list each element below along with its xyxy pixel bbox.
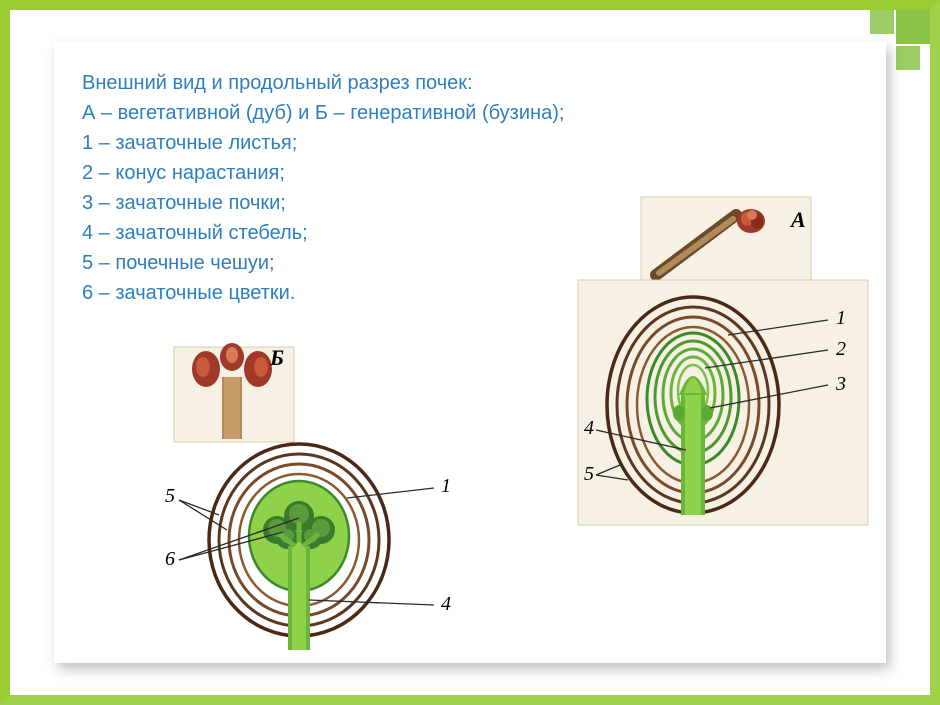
budB-label-6: 6 — [165, 548, 175, 570]
budA-label-1: 1 — [836, 307, 846, 329]
bud-b-cross-section: 1 4 5 6 — [149, 440, 469, 655]
bud-b-svg: 1 4 5 6 — [149, 440, 469, 655]
content-inner: Внешний вид и продольный разрез почек: А… — [54, 42, 886, 663]
content-frame: Внешний вид и продольный разрез почек: А… — [54, 42, 886, 663]
caption-subtitle: А – вегетативной (дуб) и Б – генеративно… — [82, 98, 864, 128]
twig-b-illustration: Б — [174, 347, 294, 442]
budA-label-5: 5 — [584, 463, 594, 485]
twig-a-svg: А — [641, 197, 811, 287]
legend-line-1: 1 – зачаточные листья; — [82, 128, 864, 158]
legend-line-2: 2 – конус нарастания; — [82, 158, 864, 188]
label-A: А — [789, 207, 806, 232]
budB-label-1: 1 — [441, 475, 451, 497]
budA-label-4: 4 — [584, 417, 594, 439]
label-B: Б — [269, 345, 284, 370]
budB-label-4: 4 — [441, 593, 451, 615]
slide-root: Внешний вид и продольный разрез почек: А… — [0, 0, 940, 705]
twig-b-svg: Б — [174, 347, 294, 442]
bud-a-svg: 1 2 3 4 5 — [578, 280, 868, 525]
twig-a-illustration: А — [641, 197, 811, 287]
budB-label-5: 5 — [165, 485, 175, 507]
budA-label-3: 3 — [835, 373, 846, 395]
budA-label-2: 2 — [836, 338, 846, 360]
caption-title: Внешний вид и продольный разрез почек: — [82, 68, 864, 98]
bud-a-cross-section: 1 2 3 4 5 — [578, 280, 868, 525]
